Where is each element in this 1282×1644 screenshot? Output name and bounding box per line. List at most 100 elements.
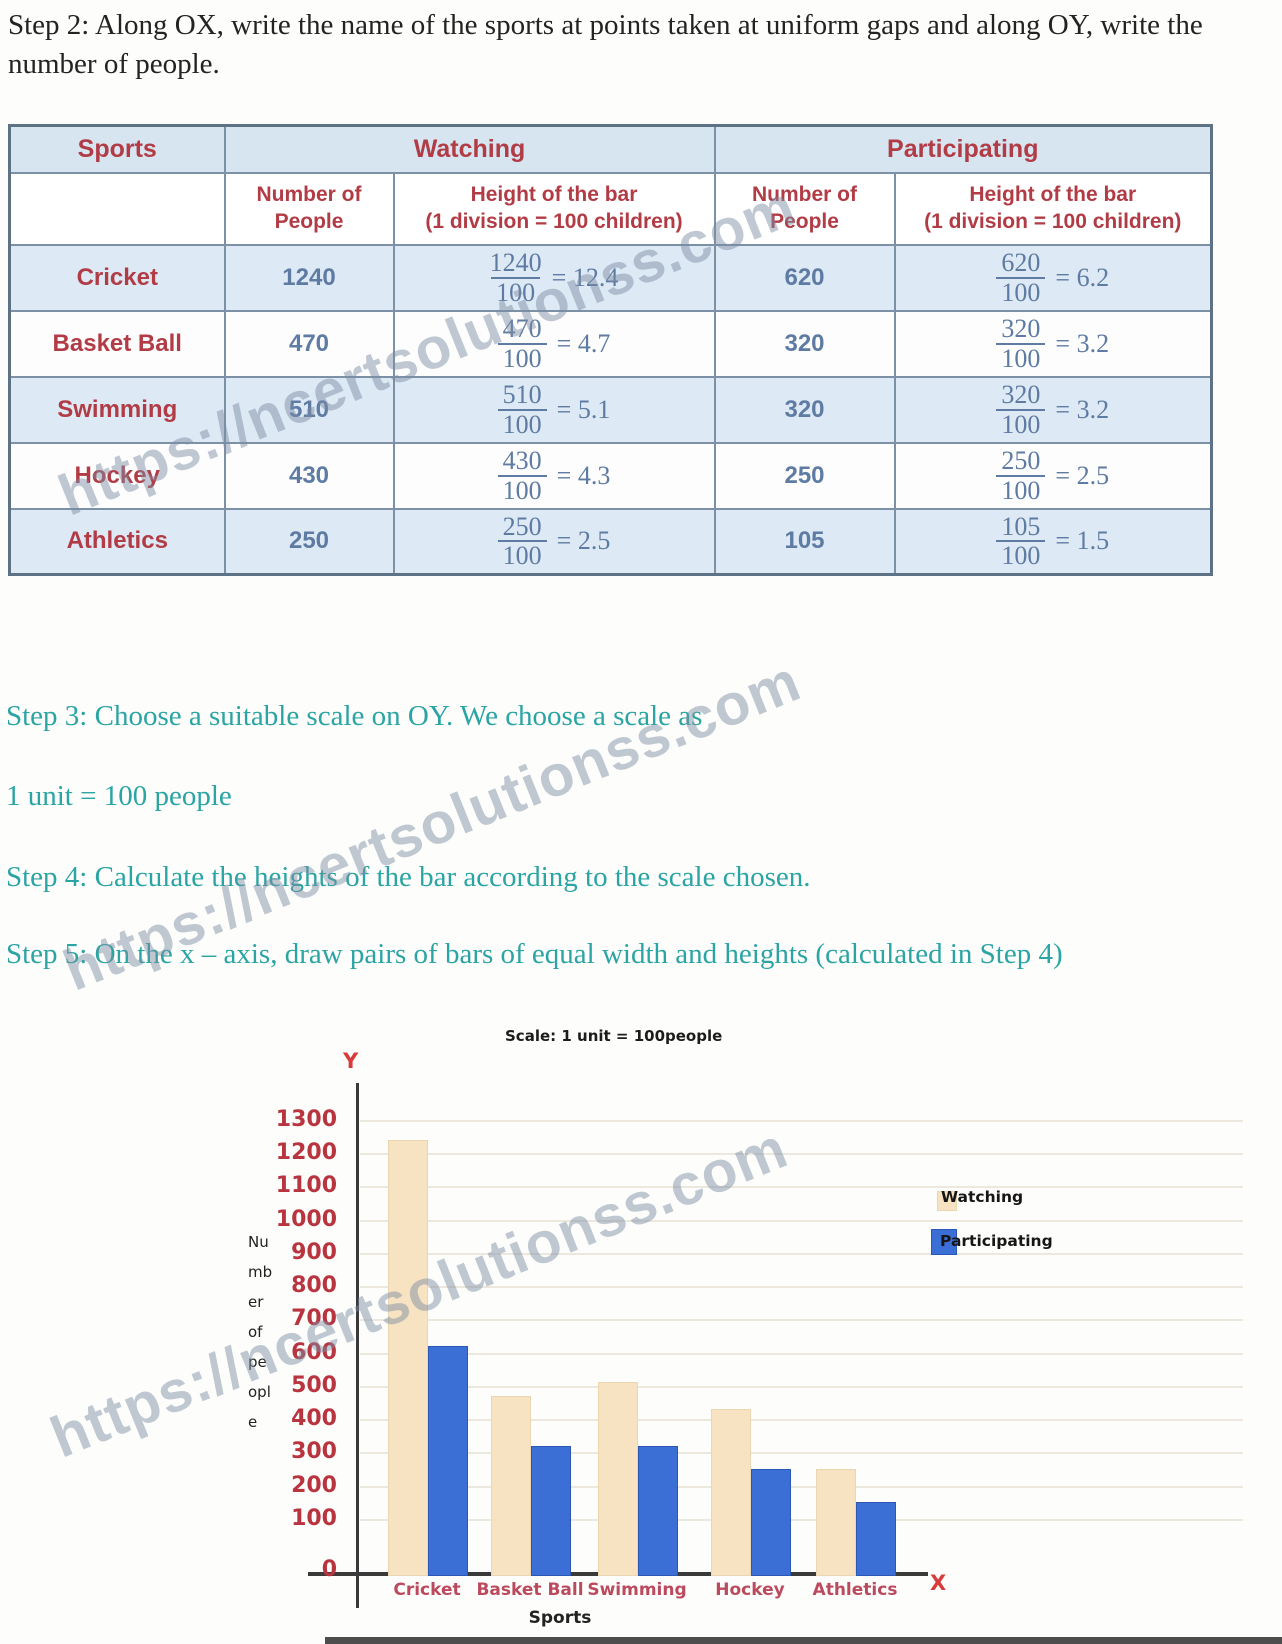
fraction: 320 100: [996, 315, 1046, 372]
step5-paragraph: Step 5: On the x – axis, draw pairs of b…: [6, 938, 1063, 970]
watching-height-cell: 470 100 = 4.7: [392, 309, 716, 378]
watching-people-cell: 470: [223, 309, 395, 378]
sport-name-cell: Basket Ball: [8, 309, 226, 378]
gridline: [360, 1352, 1243, 1355]
y-tick-label: 700: [291, 1306, 337, 1332]
table-row: Basket Ball 470 470 100 = 4.7 320 320 100 = 3.2: [8, 309, 1213, 378]
header-line: Height of the bar: [969, 183, 1137, 207]
header-line: Number of: [256, 183, 362, 207]
sport-name-cell: Athletics: [8, 507, 226, 576]
x-category-label: Swimming: [587, 1580, 687, 1600]
bar-watching-athletics: [816, 1468, 856, 1576]
y-tick-label: 200: [291, 1472, 337, 1498]
header-line: (1 division = 100 children): [924, 209, 1182, 233]
y-tick-label: 100: [291, 1505, 337, 1531]
header-line: Number of: [752, 183, 857, 207]
header-line: People: [274, 209, 344, 233]
participating-height-cell: 105 100 = 1.5: [893, 507, 1213, 576]
y-tick-label: 1300: [275, 1106, 337, 1132]
participating-people-cell: 620: [713, 243, 896, 312]
sport-name-cell: Hockey: [8, 441, 226, 510]
gridline: [360, 1186, 1243, 1189]
gridline: [360, 1419, 1243, 1421]
fraction: 620 100: [996, 249, 1046, 306]
watching-people-cell: 250: [223, 507, 395, 576]
y-axis-line: [356, 1083, 359, 1608]
header-watching: Watching: [223, 124, 716, 174]
participating-height-cell: 320 100 = 3.2: [893, 309, 1213, 378]
gridline: [360, 1252, 1243, 1255]
bar-participating-basket-ball: [531, 1445, 571, 1576]
bar-watching-swimming: [598, 1382, 638, 1576]
table-row: Hockey 430 430 100 = 4.3 250 250 100 = 2.5: [8, 441, 1213, 510]
table-row: Athletics 250 250 100 = 2.5 105 105 100 = 1.5: [8, 507, 1213, 576]
watching-height-cell: 430 100 = 4.3: [392, 441, 716, 510]
table-row: Swimming 510 510 100 = 5.1 320 320 100 = 3.2: [8, 375, 1213, 444]
header-sports: Sports: [8, 124, 226, 174]
y-axis-title-segment: opl: [248, 1383, 271, 1401]
watching-people-cell: 430: [223, 441, 395, 510]
y-tick-label: 300: [291, 1439, 337, 1465]
gridline: [360, 1385, 1243, 1388]
y-axis-title-segment: mb: [248, 1263, 273, 1281]
x-category-label: Athletics: [812, 1580, 898, 1600]
gridline: [360, 1319, 1243, 1322]
header-line: (1 division = 100 children): [425, 209, 683, 233]
watching-height-cell: 250 100 = 2.5: [392, 507, 716, 576]
y-tick-label: 1200: [275, 1140, 337, 1165]
header-line: People: [770, 209, 839, 233]
fraction-result: = 4.7: [556, 328, 611, 358]
sports-table: Sports Watching Participating Number of …: [8, 124, 1214, 576]
participating-height-cell: 250 100 = 2.5: [893, 441, 1213, 510]
origin-label: 0: [321, 1557, 337, 1582]
step4-paragraph: Step 4: Calculate the heights of the bar…: [6, 861, 811, 893]
y-tick-label: 800: [291, 1273, 337, 1298]
watching-height-cell: 1240 100 = 12.4: [392, 243, 716, 312]
x-category-label: Cricket: [393, 1580, 461, 1600]
participating-height-cell: 620 100 = 6.2: [893, 243, 1213, 312]
watching-people-cell: 510: [223, 375, 395, 444]
bar-participating-hockey: [751, 1468, 791, 1576]
participating-people-cell: 105: [713, 507, 896, 576]
header-participating: Participating: [713, 124, 1213, 174]
fraction-result: = 5.1: [556, 394, 611, 424]
y-tick-label: 900: [291, 1239, 337, 1265]
y-axis-title-segment: of: [248, 1323, 263, 1341]
gridline: [360, 1219, 1243, 1222]
fraction-result: = 4.3: [556, 460, 611, 490]
bar-participating-swimming: [638, 1445, 678, 1576]
participating-height-cell: 320 100 = 3.2: [893, 375, 1213, 444]
y-tick-label: 400: [291, 1406, 337, 1431]
header-line: Height of the bar: [470, 183, 638, 207]
legend-swatch-participating: [931, 1229, 957, 1255]
y-tick-label: 1100: [275, 1173, 337, 1199]
fraction: 105 100: [996, 513, 1046, 570]
fraction-result: = 1.5: [1055, 526, 1110, 556]
table-row: Cricket 1240 1240 100 = 12.4 620 620 100 = 6.2: [8, 243, 1213, 312]
fraction: 250 100: [996, 447, 1046, 504]
gridline: [360, 1452, 1243, 1455]
sport-name-cell: Cricket: [8, 243, 226, 312]
legend-label-participating: Participating: [940, 1232, 1053, 1250]
participating-people-cell: 320: [713, 309, 896, 378]
participating-people-cell: 250: [713, 441, 896, 510]
fraction: 430 100: [497, 447, 547, 504]
gridline: [360, 1518, 1243, 1521]
y-tick-label: 600: [291, 1339, 337, 1365]
fraction: 470 100: [497, 315, 547, 372]
bar-participating-athletics: [856, 1502, 896, 1576]
header-number-of-people-watching: Number of People: [223, 171, 395, 246]
step2-paragraph: Step 2: Along OX, write the name of the …: [8, 9, 1203, 81]
y-axis-letter: Y: [343, 1049, 359, 1073]
bar-chart: Y X Scale: 1 unit = 100people Nu mb er of pe…: [240, 1005, 1250, 1641]
fraction: 510 100: [497, 381, 547, 438]
bar-watching-cricket: [388, 1139, 428, 1576]
header-empty-cell: [8, 171, 226, 246]
participating-people-cell: 320: [713, 375, 896, 444]
fraction: 320 100: [996, 381, 1046, 438]
watching-people-cell: 1240: [223, 243, 395, 312]
gridline: [360, 1485, 1243, 1488]
y-axis-title-segment: pe: [248, 1353, 267, 1371]
fraction-result: = 2.5: [556, 526, 611, 556]
